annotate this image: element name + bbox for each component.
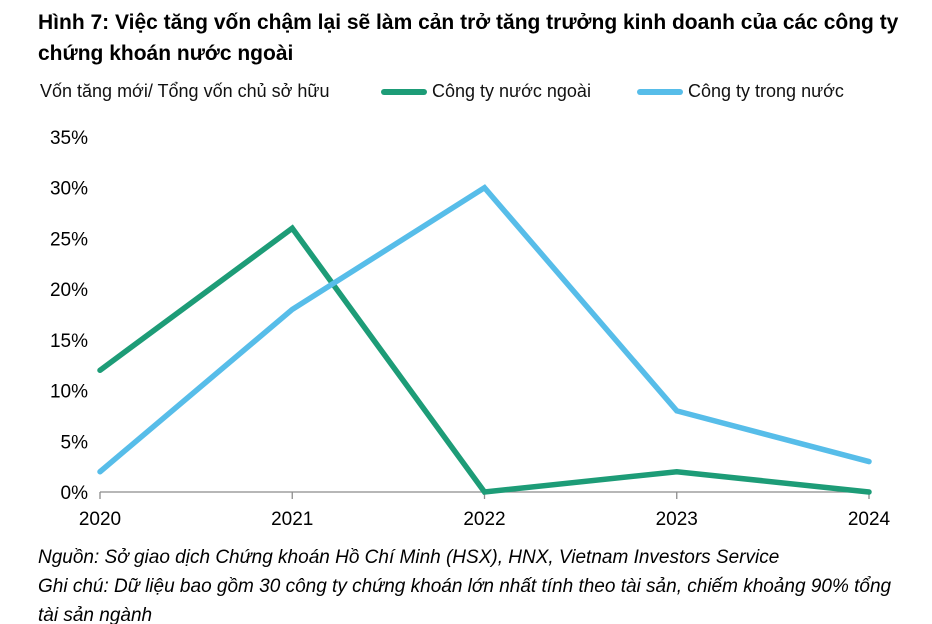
legend-row: Vốn tăng mới/ Tổng vốn chủ sở hữu Công t…	[0, 75, 932, 113]
y-axis-tick-label: 10%	[50, 382, 88, 403]
legend-item-domestic: Công ty trong nước	[637, 81, 844, 102]
figure-footer: Nguồn: Sở giao dịch Chứng khoán Hồ Chí M…	[0, 543, 916, 624]
series-line-1	[97, 184, 872, 475]
figure-title: Hình 7: Việc tăng vốn chậm lại sẽ làm cả…	[38, 11, 899, 65]
y-axis-tick-label: 15%	[50, 331, 88, 352]
x-axis-tick-label: 2022	[463, 509, 505, 530]
source-text: Nguồn: Sở giao dịch Chứng khoán Hồ Chí M…	[38, 547, 780, 568]
line-chart: 0% 5% 10% 15% 20% 25% 30% 35% 2020 2021 2022 2023 20…	[50, 128, 891, 530]
y-axis-tick-label: 0%	[61, 483, 89, 504]
y-axis-tick-label: 30%	[50, 179, 88, 200]
y-axis-tick-label: 5%	[61, 432, 89, 453]
note-text: Ghi chú: Dữ liệu bao gồm 30 công ty chứn…	[38, 576, 892, 624]
legend-label-foreign: Công ty nước ngoài	[432, 81, 591, 101]
y-axis-tick-label: 20%	[50, 280, 88, 301]
x-axis-tick-label: 2024	[848, 509, 891, 530]
x-axis-tick-label: 2023	[656, 509, 698, 530]
y-axis-tick-label: 25%	[50, 229, 88, 250]
y-axis-tick-label: 35%	[50, 128, 88, 149]
legend-swatch-foreign-icon	[381, 88, 427, 95]
legend-label-domestic: Công ty trong nước	[688, 81, 844, 101]
legend-item-foreign: Công ty nước ngoài	[381, 81, 591, 102]
x-axis-tick-label: 2020	[79, 509, 121, 530]
y-axis-title: Vốn tăng mới/ Tổng vốn chủ sở hữu	[40, 81, 330, 101]
legend-swatch-domestic-icon	[637, 88, 683, 95]
x-axis-tick-label: 2021	[271, 509, 313, 530]
series-line-0	[97, 224, 872, 495]
